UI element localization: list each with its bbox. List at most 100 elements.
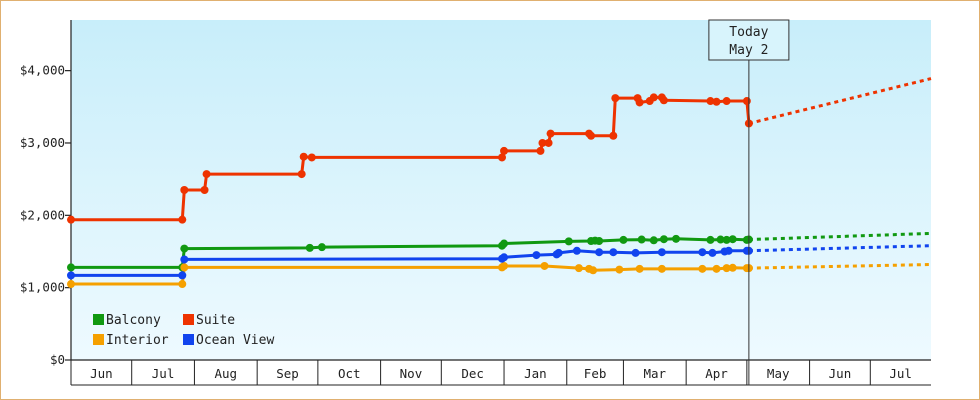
- data-point: [708, 248, 717, 257]
- data-point: [305, 243, 314, 252]
- data-point: [672, 234, 681, 243]
- data-point: [595, 248, 604, 257]
- legend: Balcony Suite Interior Ocean View: [93, 313, 274, 348]
- data-point: [202, 170, 211, 179]
- x-axis: Jun Jul Aug Sep Oct Nov Dec Jan Feb Mar Apr May Jun J…: [70, 359, 931, 386]
- month-label: Jun: [90, 366, 113, 381]
- data-point: [564, 237, 573, 246]
- data-point: [595, 237, 604, 245]
- data-point: [635, 98, 644, 107]
- data-point: [299, 152, 308, 161]
- today-label-line-1: Today: [729, 25, 768, 40]
- data-point: [500, 146, 509, 155]
- month-label: Nov: [400, 366, 423, 381]
- data-point: [712, 264, 721, 273]
- data-point: [637, 235, 646, 244]
- legend-label: Balcony: [106, 313, 161, 328]
- month-label: Sep: [276, 366, 299, 381]
- y-tick-label: $4,000: [20, 63, 65, 78]
- data-point: [540, 261, 549, 270]
- data-point: [698, 248, 707, 257]
- data-point: [615, 265, 624, 274]
- data-point: [589, 266, 598, 275]
- data-point: [500, 239, 509, 248]
- data-point: [178, 280, 187, 289]
- data-point: [609, 248, 618, 257]
- data-point: [538, 138, 547, 147]
- legend-label: Suite: [196, 313, 235, 328]
- data-point: [498, 153, 507, 162]
- data-point: [544, 138, 553, 147]
- legend-swatch: [183, 314, 194, 325]
- forecast-line-balcony: [748, 231, 932, 242]
- data-point: [649, 93, 658, 102]
- data-point: [178, 271, 187, 280]
- data-point: [706, 97, 715, 106]
- data-point: [200, 186, 209, 194]
- forecast-line-ocean-view: [748, 244, 932, 253]
- month-label: Feb: [584, 366, 607, 381]
- data-point: [657, 264, 666, 273]
- data-point: [659, 235, 668, 244]
- data-point: [532, 251, 541, 260]
- legend-swatch: [93, 314, 104, 325]
- data-point: [554, 248, 563, 257]
- data-point: [500, 253, 509, 262]
- month-label: Dec: [461, 366, 484, 381]
- legend-swatch: [183, 334, 194, 345]
- data-point: [722, 264, 731, 273]
- data-point: [659, 96, 668, 105]
- data-point: [631, 248, 640, 257]
- data-point: [317, 243, 326, 252]
- month-label: Jul: [152, 366, 175, 381]
- data-point: [67, 271, 75, 280]
- plot-background: [71, 20, 931, 360]
- y-tick-label: $3,000: [20, 135, 65, 150]
- legend-label: Interior: [106, 333, 169, 348]
- data-point: [724, 246, 733, 255]
- data-point: [180, 255, 189, 264]
- data-point: [657, 248, 666, 257]
- data-point: [712, 97, 721, 106]
- data-point: [698, 264, 707, 273]
- legend-swatch: [93, 334, 104, 345]
- data-point: [728, 263, 737, 272]
- data-point: [611, 94, 620, 103]
- data-point: [649, 236, 658, 245]
- y-tick-label: $2,000: [20, 207, 65, 222]
- data-point: [67, 280, 75, 289]
- data-point: [67, 215, 75, 224]
- legend-label: Ocean View: [196, 333, 274, 348]
- data-point: [706, 235, 715, 244]
- data-point: [619, 235, 628, 244]
- data-point: [722, 97, 731, 106]
- today-label-line-2: May 2: [729, 43, 768, 58]
- data-point: [635, 264, 644, 273]
- today-marker: Today May 2: [708, 19, 790, 385]
- data-point: [297, 170, 306, 179]
- y-tick-label: $1,000: [20, 280, 65, 295]
- data-point: [500, 261, 509, 270]
- y-tick-label: $0: [50, 352, 65, 367]
- month-label: Oct: [338, 366, 361, 381]
- data-point: [307, 153, 316, 162]
- data-point: [67, 263, 75, 272]
- data-point: [574, 264, 583, 273]
- data-point: [178, 215, 187, 224]
- month-label: Jan: [524, 366, 547, 381]
- data-point: [728, 235, 737, 244]
- y-axis: $0 $1,000 $2,000 $3,000 $4,000: [20, 20, 72, 367]
- series-markers: [67, 93, 753, 289]
- data-point: [587, 131, 596, 140]
- month-label: Jun: [829, 366, 852, 381]
- data-point: [546, 129, 555, 138]
- data-point: [609, 131, 618, 140]
- data-point: [716, 235, 725, 244]
- data-point: [742, 97, 751, 106]
- data-point: [180, 186, 189, 194]
- month-label: Mar: [643, 366, 666, 381]
- forecast-lines: [748, 77, 932, 270]
- month-label: Apr: [705, 366, 728, 381]
- month-label: May: [767, 366, 790, 381]
